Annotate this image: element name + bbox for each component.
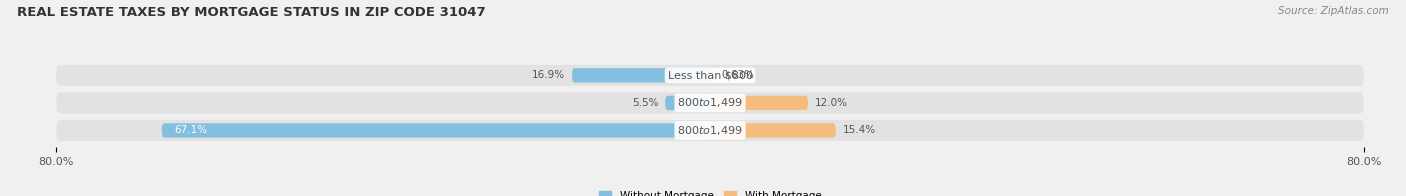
FancyBboxPatch shape (162, 123, 710, 138)
FancyBboxPatch shape (710, 123, 837, 138)
Text: $800 to $1,499: $800 to $1,499 (678, 96, 742, 109)
Text: 5.5%: 5.5% (633, 98, 658, 108)
FancyBboxPatch shape (56, 120, 1364, 141)
FancyBboxPatch shape (710, 68, 716, 83)
Legend: Without Mortgage, With Mortgage: Without Mortgage, With Mortgage (595, 187, 825, 196)
Text: Less than $800: Less than $800 (668, 70, 752, 80)
Text: 67.1%: 67.1% (174, 125, 207, 135)
FancyBboxPatch shape (710, 96, 808, 110)
Text: $800 to $1,499: $800 to $1,499 (678, 124, 742, 137)
Text: REAL ESTATE TAXES BY MORTGAGE STATUS IN ZIP CODE 31047: REAL ESTATE TAXES BY MORTGAGE STATUS IN … (17, 6, 485, 19)
FancyBboxPatch shape (56, 93, 1364, 113)
Text: 15.4%: 15.4% (842, 125, 876, 135)
Text: 16.9%: 16.9% (533, 70, 565, 80)
FancyBboxPatch shape (56, 65, 1364, 86)
Text: 12.0%: 12.0% (814, 98, 848, 108)
Text: 0.63%: 0.63% (721, 70, 755, 80)
Text: Source: ZipAtlas.com: Source: ZipAtlas.com (1278, 6, 1389, 16)
FancyBboxPatch shape (572, 68, 710, 83)
FancyBboxPatch shape (665, 96, 710, 110)
